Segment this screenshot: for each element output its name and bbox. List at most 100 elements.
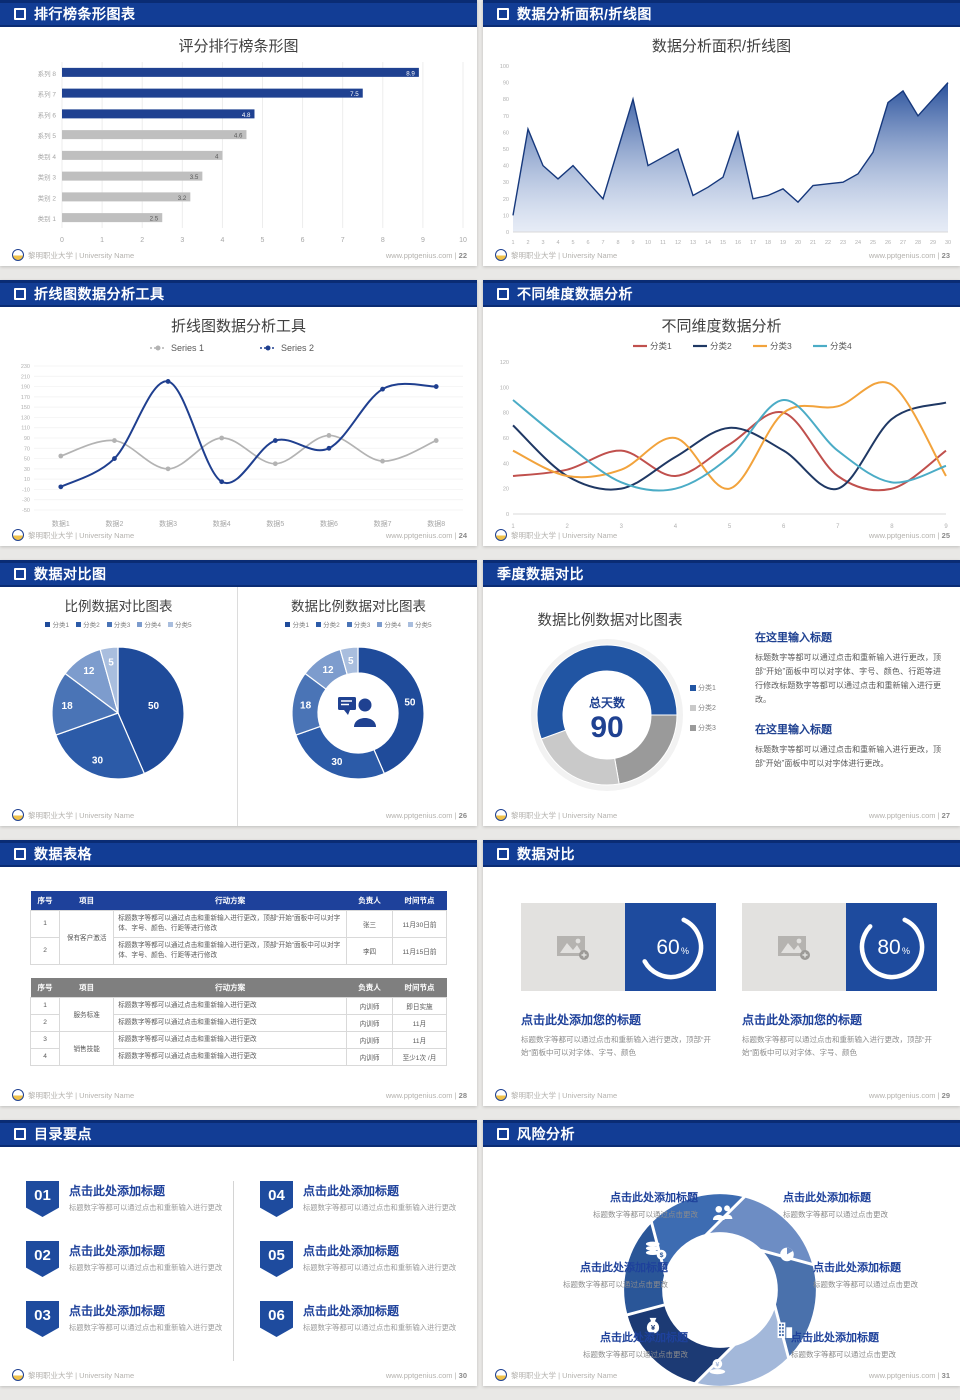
header-square-icon: [14, 8, 26, 20]
slide-29-progress-compare[interactable]: 数据对比 60% 点击此处添加您的标题 标题数字等都可以通过点击和重新输入进行更改，…: [483, 840, 960, 1106]
slide-31-risk-analysis[interactable]: 风险分析 ¥ $ ¥ 黎明职业大学 | University Name www.pp…: [483, 1120, 960, 1386]
footer-site: www.pptgenius.com | 30: [386, 1371, 467, 1380]
svg-text:数据5: 数据5: [266, 519, 284, 528]
toc-item[interactable]: 03 点击此处添加标题 标题数字等都可以通过点击和重新输入进行更改: [26, 1301, 233, 1337]
table-row: 4 标题数字等都可以通过点击和重新输入进行更改 内训师 至少1次 /月: [29, 1047, 448, 1066]
hand-money-icon: ¥: [709, 1359, 726, 1375]
risk-label: 点击此处添加标题 标题数字等都可以通过点击更改: [783, 1189, 958, 1220]
svg-text:30: 30: [331, 757, 343, 768]
svg-text:120: 120: [500, 360, 509, 366]
svg-text:5: 5: [728, 524, 732, 530]
footer-separator: |: [454, 1090, 457, 1100]
header-square-icon: [14, 1128, 26, 1140]
svg-text:2: 2: [140, 237, 144, 244]
toc-item[interactable]: 02 点击此处添加标题 标题数字等都可以通过点击和重新输入进行更改: [26, 1241, 233, 1277]
svg-text:1: 1: [511, 524, 515, 530]
svg-text:21: 21: [810, 240, 816, 246]
risk-label-title: 点击此处添加标题: [610, 1192, 698, 1204]
svg-text:¥: ¥: [715, 1362, 719, 1369]
toc-item[interactable]: 01 点击此处添加标题 标题数字等都可以通过点击和重新输入进行更改: [26, 1181, 233, 1217]
bar: [62, 150, 223, 160]
svg-text:6: 6: [782, 524, 786, 530]
slide-content: 折线图数据分析工具 -50 -30 -10 10 30 50 70 90 110 130 150 17…: [0, 307, 477, 546]
footer-url: www.pptgenius.com: [868, 530, 936, 540]
svg-text:数据7: 数据7: [374, 519, 392, 528]
header-title: 数据表格: [34, 846, 92, 862]
svg-text:类别 3: 类别 3: [38, 173, 57, 182]
svg-text:90: 90: [24, 436, 30, 442]
table-header-cell: 项目: [59, 977, 114, 998]
footer-url: www.pptgenius.com: [385, 1370, 453, 1380]
footer-url: www.pptgenius.com: [385, 810, 453, 820]
slide-22-ranking-bar-chart[interactable]: 排行榜条形图表 评分排行榜条形图 0 1 2 3 4 5 6 7 8 9 10 系列 8 8.9 系列 7…: [0, 0, 477, 266]
toc-item-desc: 标题数字等都可以通过点击和重新输入进行更改: [303, 1263, 457, 1272]
toc-number-badge: 01: [26, 1181, 59, 1217]
svg-text:7: 7: [601, 240, 604, 246]
svg-text:10: 10: [645, 240, 651, 246]
svg-text:18: 18: [62, 701, 74, 712]
bar: [62, 88, 363, 98]
image-placeholder-icon: [742, 903, 846, 991]
svg-text:4: 4: [674, 524, 678, 530]
tables-wrap: 序号 项目 行动方案 负责人 时间节点 1 保有客户激活 标题数字等都可以通过点击和重新输入进…: [0, 867, 477, 1066]
svg-text:7: 7: [341, 237, 345, 244]
svg-text:数据1: 数据1: [52, 519, 70, 528]
slide-23-area-chart[interactable]: 数据分析面积/折线图 数据分析面积/折线图 0 10 20 30 40 50 60 70 80 9…: [483, 0, 960, 266]
footer-separator: |: [454, 810, 457, 820]
svg-text:130: 130: [21, 415, 30, 421]
footer-url: www.pptgenius.com: [868, 1370, 936, 1380]
risk-label: 点击此处添加标题 标题数字等都可以通过点击更改: [523, 1189, 698, 1220]
toc-item[interactable]: 04 点击此处添加标题 标题数字等都可以通过点击和重新输入进行更改: [260, 1181, 467, 1217]
slide-25-multiline-chart[interactable]: 不同维度数据分析 不同维度数据分析 0 20 40 60 80 100 120 1 2 3 4 5 6 7…: [483, 280, 960, 546]
svg-text:类别 4: 类别 4: [38, 152, 57, 161]
slide-header: 折线图数据分析工具: [0, 280, 477, 307]
svg-text:14: 14: [705, 240, 711, 246]
svg-text:70: 70: [503, 114, 509, 120]
bar: [62, 213, 163, 223]
svg-text:100: 100: [500, 64, 509, 70]
slide-24-line-chart[interactable]: 折线图数据分析工具 折线图数据分析工具 -50 -30 -10 10 30 50 70 90 1…: [0, 280, 477, 546]
svg-text:230: 230: [21, 364, 30, 370]
svg-text:6: 6: [586, 240, 589, 246]
footer-separator: |: [937, 250, 940, 260]
svg-text:分类4: 分类4: [830, 341, 852, 351]
svg-text:12: 12: [83, 666, 95, 677]
svg-text:分类3: 分类3: [770, 341, 792, 351]
svg-text:90: 90: [590, 711, 623, 744]
block-heading: 在这里输入标题: [755, 632, 832, 644]
svg-text:5: 5: [348, 656, 354, 667]
data-table: 序号 项目 行动方案 负责人 时间节点 1 服务标准 标题数字等都可以通过点击和重新输入进行更…: [29, 977, 448, 1066]
chart-title: 评分排行榜条形图: [178, 38, 299, 55]
slide-27-quarter-compare[interactable]: 季度数据对比 数据比例数据对比图表 总天数 90 分类1 分类2 分类3 在这里输入标…: [483, 560, 960, 826]
svg-text:30: 30: [945, 240, 951, 246]
footer-separator: |: [454, 530, 457, 540]
svg-text:4: 4: [220, 237, 224, 244]
toc-item-desc: 标题数字等都可以通过点击和重新输入进行更改: [69, 1323, 223, 1332]
progress-ring: 80%: [846, 903, 937, 991]
slide-26-pie-charts[interactable]: 数据对比图 比例数据对比图表 分类1 分类2 分类3 分类4 分类5 50 30 18 12 5…: [0, 560, 477, 826]
slide-28-data-tables[interactable]: 数据表格 序号 项目 行动方案 负责人 时间节点 1 保有客户激活 标题数字等都可以通过点击和…: [0, 840, 477, 1106]
slide-footer: 黎明职业大学 | University Name www.pptgenius.c…: [12, 529, 467, 541]
image-placeholder-icon: [521, 903, 625, 991]
page-number: 30: [458, 1370, 467, 1380]
header-title: 风险分析: [517, 1126, 575, 1142]
risk-label-title: 点击此处添加标题: [600, 1332, 688, 1344]
footer-brand: 黎明职业大学 | University Name: [495, 249, 617, 261]
slide-30-toc[interactable]: 目录要点 01 点击此处添加标题 标题数字等都可以通过点击和重新输入进行更改 02 点击…: [0, 1120, 477, 1386]
risk-label: 点击此处添加标题 标题数字等都可以通过点击更改: [791, 1329, 960, 1360]
toc-item[interactable]: 06 点击此处添加标题 标题数字等都可以通过点击和重新输入进行更改: [260, 1301, 467, 1337]
project-cell: 保有客户激活: [59, 910, 115, 965]
svg-text:0: 0: [506, 512, 509, 518]
card-heading: 点击此处添加您的标题: [521, 1013, 642, 1027]
toc-item[interactable]: 05 点击此处添加标题 标题数字等都可以通过点击和重新输入进行更改: [260, 1241, 467, 1277]
slide-header: 数据对比: [483, 840, 960, 867]
svg-text:27: 27: [900, 240, 906, 246]
svg-text:4: 4: [215, 153, 219, 160]
toc-item-title: 点击此处添加标题: [69, 1304, 166, 1318]
legend: 分类1 分类2 分类3 分类4 分类5: [0, 619, 237, 629]
svg-text:30: 30: [92, 756, 104, 767]
footer-site: www.pptgenius.com | 26: [386, 811, 467, 820]
university-logo-icon: [495, 1369, 507, 1381]
